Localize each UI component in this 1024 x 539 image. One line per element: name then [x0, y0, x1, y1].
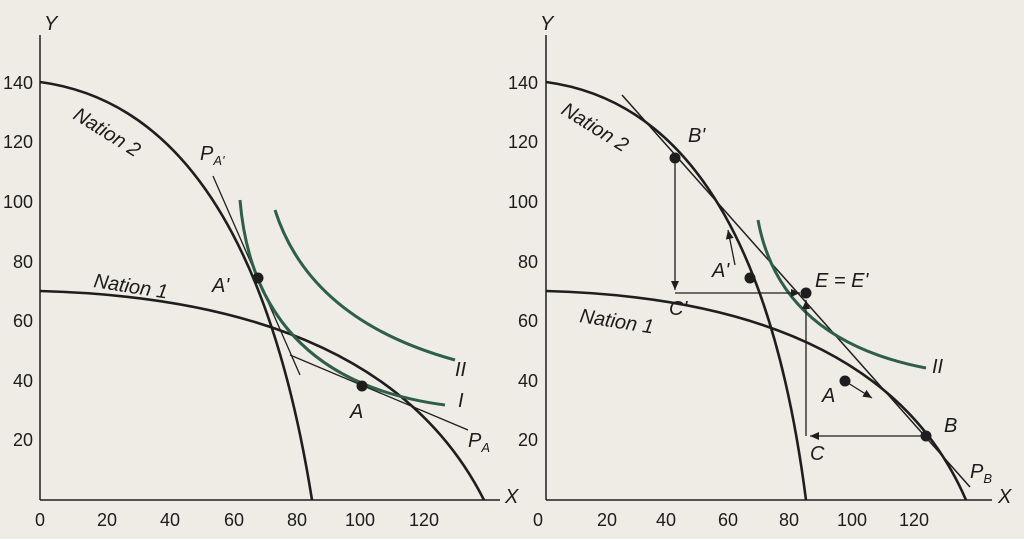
- right-point-a: [839, 375, 851, 387]
- left-x-tick-80: 80: [287, 510, 307, 530]
- left-y-tick-60: 60: [13, 311, 33, 331]
- right-label-ii: II: [932, 356, 944, 378]
- left-y-tick-120: 120: [3, 132, 33, 152]
- right-y-tick-20: 20: [518, 430, 538, 450]
- left-price-label-a: PA: [468, 430, 490, 455]
- right-point-a-prime: [744, 272, 756, 284]
- right-point-e: [800, 287, 812, 299]
- right-point-b-prime: [669, 152, 681, 164]
- left-y-tick-80: 80: [13, 252, 33, 272]
- left-nation2-label: Nation 2: [69, 104, 144, 162]
- left-x-axis-label: X: [504, 486, 519, 508]
- right-x-tick-40: 40: [656, 510, 676, 530]
- right-label-b: B: [944, 415, 957, 437]
- left-nation2-ppf: [39, 80, 314, 501]
- left-x-tick-40: 40: [160, 510, 180, 530]
- right-y-tick-120: 120: [508, 132, 538, 152]
- left-price-label-a-prime: PA': [200, 143, 225, 168]
- right-y-tick-60: 60: [518, 311, 538, 331]
- left-price-line-a: [289, 354, 469, 431]
- left-y-axis-label: Y: [44, 13, 59, 35]
- left-label-ii: II: [455, 359, 467, 381]
- right-nation1-ppf: [545, 289, 968, 501]
- right-nation1-label: Nation 1: [578, 305, 655, 338]
- right-price-label-b: PB: [970, 461, 992, 486]
- left-x-tick-120: 120: [409, 510, 439, 530]
- left-nation1-ppf: [39, 289, 486, 501]
- left-y-tick-40: 40: [13, 371, 33, 391]
- left-label-a: A: [349, 401, 363, 423]
- right-x-tick-0: 0: [533, 510, 543, 530]
- left-nation1-label: Nation 1: [92, 270, 169, 303]
- left-point-a-prime: [252, 272, 264, 284]
- right-arrow-a-to-b: [847, 382, 873, 399]
- right-panel: Y X 0 20 40 60 80 100 120 20 40 60 80 10…: [508, 13, 1012, 530]
- right-nation2-ppf: [545, 80, 808, 501]
- right-label-c-prime: C': [669, 298, 688, 320]
- right-y-tick-140: 140: [508, 73, 538, 93]
- left-y-tick-100: 100: [3, 192, 33, 212]
- right-y-axis-label: Y: [540, 13, 555, 35]
- left-x-tick-0: 0: [35, 510, 45, 530]
- right-x-tick-60: 60: [718, 510, 738, 530]
- right-label-b-prime: B': [688, 125, 706, 147]
- left-panel: Y X 0 20 40 60 80 100 120 20 40 60 80 10…: [3, 13, 519, 530]
- left-indifference-curve-ii: [273, 209, 456, 362]
- left-y-tick-20: 20: [13, 430, 33, 450]
- left-point-a: [356, 380, 368, 392]
- right-y-tick-80: 80: [518, 252, 538, 272]
- left-indifference-curve-i: [238, 199, 446, 407]
- right-indifference-curve-ii: [756, 219, 927, 370]
- right-label-a: A: [821, 385, 835, 407]
- right-x-tick-80: 80: [779, 510, 799, 530]
- left-label-a-prime: A': [211, 275, 230, 297]
- right-point-b: [920, 430, 932, 442]
- left-x-tick-100: 100: [345, 510, 375, 530]
- left-y-tick-140: 140: [3, 73, 33, 93]
- right-label-a-prime: A': [711, 260, 730, 282]
- left-x-tick-60: 60: [224, 510, 244, 530]
- left-x-tick-20: 20: [97, 510, 117, 530]
- right-y-tick-40: 40: [518, 371, 538, 391]
- right-x-axis-label: X: [997, 486, 1012, 508]
- right-x-tick-20: 20: [597, 510, 617, 530]
- right-label-c: C: [810, 443, 825, 465]
- right-x-tick-120: 120: [899, 510, 929, 530]
- right-arrow-a-prime-to-b-prime: [725, 229, 736, 266]
- right-label-e: E = E': [815, 270, 869, 292]
- left-label-i: I: [458, 390, 464, 412]
- right-x-tick-100: 100: [837, 510, 867, 530]
- right-y-tick-100: 100: [508, 192, 538, 212]
